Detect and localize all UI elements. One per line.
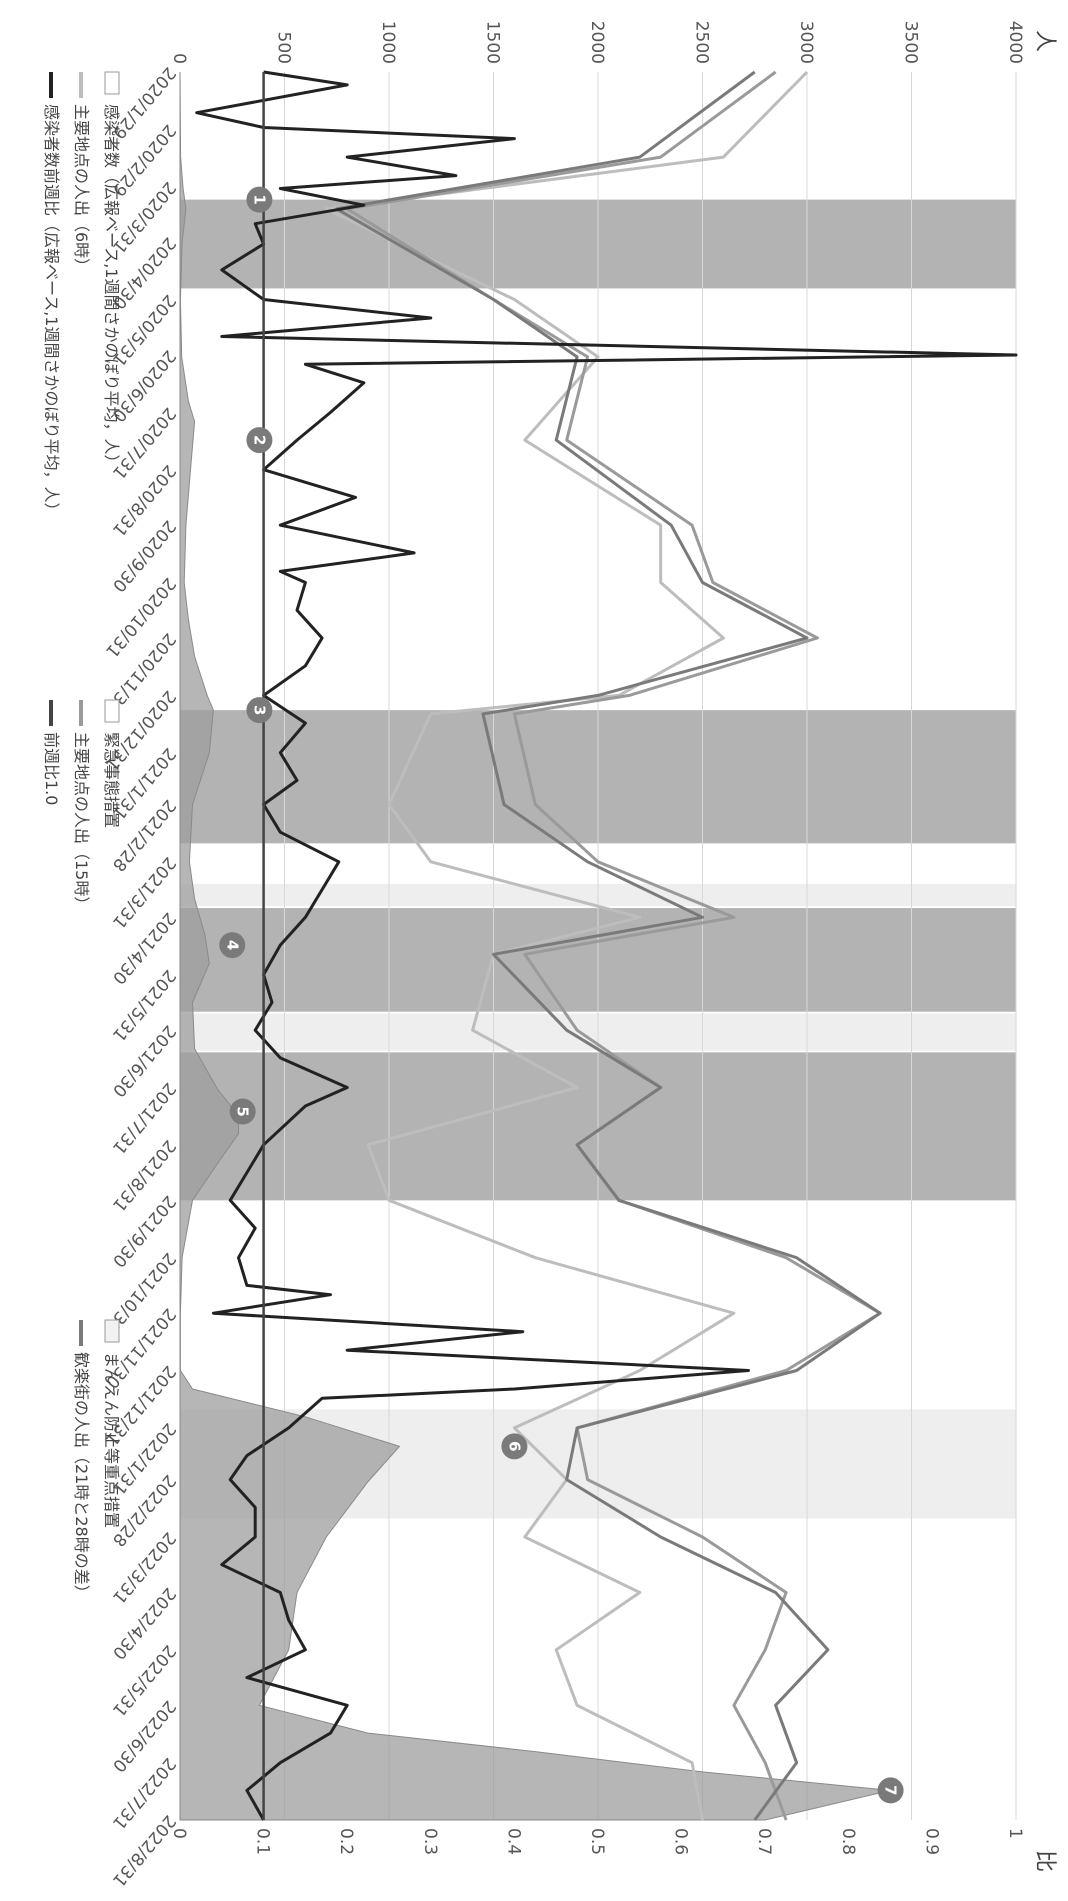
legend-label-6: 前週比1.0 xyxy=(42,732,61,805)
left-tick-label: 0 xyxy=(169,53,189,64)
legend-swatch-7 xyxy=(104,1319,120,1343)
series-line-2 xyxy=(345,70,882,1821)
marker-label-2: 2 xyxy=(250,435,268,445)
legend-swatch-1 xyxy=(104,71,120,95)
legend-label-7: まんえん防止等重点措置 xyxy=(102,1352,121,1528)
left-tick-label: 1000 xyxy=(378,21,398,64)
right-tick-label: 0 xyxy=(169,1828,189,1839)
marker-circle-1 xyxy=(246,186,273,213)
legend-label-2: 主要地点の人出（6時） xyxy=(72,104,91,274)
series-area-infections xyxy=(179,71,891,1821)
series-line-1 xyxy=(324,70,809,1821)
left-tick-label: 500 xyxy=(274,32,294,64)
left-tick-label: 2500 xyxy=(692,21,712,64)
marker-label-1: 1 xyxy=(250,194,268,204)
legend-label-5: 主要地点の人出（15時） xyxy=(72,732,91,912)
legend: 感染者数（広報ベース,1週間さかのぼり平均，人） 主要地点の人出（6時） 感染者数前… xyxy=(42,71,121,1601)
left-tick-label: 1500 xyxy=(483,21,503,64)
legend-label-4: 緊急事態措置 xyxy=(102,732,121,828)
left-tick-label: 3000 xyxy=(796,21,816,64)
right-tick-label: 1 xyxy=(1005,1828,1025,1839)
marker-label-7: 7 xyxy=(882,1785,900,1795)
legend-label-8: 歓楽街の人出（21時と28時の差） xyxy=(72,1352,91,1601)
right-tick-label: 0.8 xyxy=(838,1828,858,1855)
marker-circle-5 xyxy=(229,1098,256,1125)
right-axis-unit: 比 xyxy=(1032,1850,1057,1872)
infection-area xyxy=(179,71,891,1821)
marker-circle-2 xyxy=(246,427,273,454)
right-tick-label: 0.9 xyxy=(921,1828,941,1855)
series-line-3 xyxy=(335,70,882,1821)
markers: 1 2 3 4 5 6 7 xyxy=(219,186,904,1804)
marker-circle-3 xyxy=(246,697,273,724)
left-tick-label: 3500 xyxy=(901,21,921,64)
right-tick-label: 0.2 xyxy=(336,1828,356,1855)
marker-label-4: 4 xyxy=(223,940,241,950)
left-tick-label: 2000 xyxy=(587,21,607,64)
legend-label-3: 感染者数前週比（広報ベース,1週間さかのぼり平均，人） xyxy=(42,104,61,518)
legend-label-1: 感染者数（広報ベース,1週間さかのぼり平均，人） xyxy=(102,104,121,470)
right-tick-label: 0.1 xyxy=(253,1828,273,1855)
marker-circle-7 xyxy=(877,1777,904,1804)
marker-label-5: 5 xyxy=(234,1106,252,1116)
marker-circle-6 xyxy=(501,1433,528,1460)
left-tick-label: 4000 xyxy=(1005,21,1025,64)
right-tick-label: 0.4 xyxy=(503,1828,523,1855)
marker-label-6: 6 xyxy=(505,1441,523,1451)
legend-swatch-4 xyxy=(104,699,120,723)
right-tick-label: 0.7 xyxy=(754,1828,774,1855)
right-tick-label: 0.5 xyxy=(587,1828,607,1855)
chart-rotated-group: 0 500 1000 1500 2000 2500 3000 3500 4000 0 0.1 0.2 0… xyxy=(42,21,1057,1891)
right-tick-label: 0.6 xyxy=(671,1828,691,1855)
marker-label-3: 3 xyxy=(250,705,268,715)
right-tick-label: 0.3 xyxy=(420,1828,440,1855)
left-axis-unit: 人 xyxy=(1032,30,1057,52)
marker-circle-4 xyxy=(219,932,246,959)
series-lines xyxy=(195,70,1018,1821)
